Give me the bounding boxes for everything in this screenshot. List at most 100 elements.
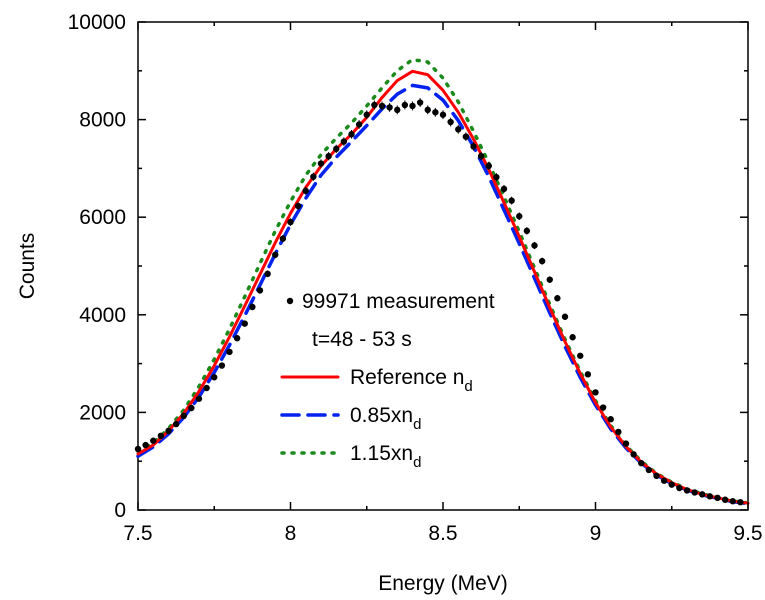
measurement-point [416, 99, 424, 106]
measurement-point [668, 481, 675, 488]
measurement-point [310, 173, 317, 180]
plot-frame [137, 21, 749, 511]
measurement-point [226, 348, 233, 356]
measurement-point [607, 416, 614, 423]
measurement-point [561, 313, 569, 320]
measurement-point [302, 187, 309, 195]
measurement-point [165, 427, 172, 435]
measurement-point [424, 106, 431, 114]
measurement-point [676, 484, 683, 492]
measurement-point [485, 162, 492, 170]
measurement-point [538, 257, 546, 265]
measurement-point [615, 428, 622, 436]
measurement-point [683, 487, 691, 494]
measurement-point [172, 420, 180, 428]
measurement-point [279, 235, 287, 242]
measurement-point [729, 498, 736, 505]
x-tick-label: 8.5 [428, 522, 457, 545]
measurement-point [592, 389, 599, 396]
measurement-point [264, 270, 271, 278]
measurement-point [211, 374, 218, 381]
measurement-point [653, 472, 660, 480]
measurement-point [599, 404, 607, 411]
measurement-point [150, 437, 157, 444]
x-tick-label: 9.5 [733, 522, 762, 545]
measurement-point [294, 202, 302, 210]
measurement-point [348, 131, 355, 138]
measurement-point [516, 213, 523, 220]
measurement-point [523, 227, 531, 235]
measurement-point [500, 185, 508, 193]
measurement-point [394, 106, 401, 114]
measurement-point [622, 440, 630, 447]
series-layer [134, 57, 750, 506]
measurement-point [188, 404, 195, 412]
measurement-point [325, 153, 332, 160]
measurement-point [195, 395, 203, 402]
measurement-point [371, 101, 378, 109]
y-tick-label: 2000 [79, 401, 126, 424]
measurement-point [470, 143, 477, 150]
series-line-reference [136, 69, 750, 505]
measurement-point [439, 111, 447, 118]
measurement-point [203, 384, 210, 392]
series-line-plus [136, 57, 750, 505]
measurement-point [142, 441, 149, 449]
measurement-point [287, 218, 294, 226]
measurement-point [584, 371, 592, 378]
measurement-point [256, 287, 264, 294]
measurement-point [432, 109, 439, 116]
legend-label-time: t=48 - 53 s [312, 328, 412, 351]
measurement-point [508, 197, 515, 204]
y-tick-label: 6000 [79, 206, 126, 229]
x-tick-label: 9 [590, 522, 602, 545]
measurement-point [638, 459, 645, 467]
measurement-point [386, 104, 393, 111]
measurement-point [134, 445, 142, 453]
legend-label-measurement: 99971 measurement [302, 290, 495, 313]
measurement-point [546, 276, 553, 283]
measurement-point [699, 491, 706, 498]
y-tick-label: 0 [114, 499, 126, 522]
measurement-point [691, 489, 698, 496]
measurement-point [554, 295, 561, 302]
measurement-point [569, 334, 576, 341]
y-tick-label: 10000 [68, 11, 126, 34]
measurement-point [378, 102, 386, 110]
legend-label-plus: 1.15xnd [350, 442, 421, 471]
measurement-point [706, 493, 714, 500]
measurement-point [721, 496, 729, 503]
measurement-point [714, 494, 721, 501]
measurement-point [355, 121, 363, 128]
measurement-point [333, 145, 340, 153]
y-tick-label: 8000 [79, 109, 126, 132]
measurement-point [340, 138, 348, 145]
measurement-point [477, 153, 485, 160]
y-tick-label: 4000 [79, 304, 126, 327]
x-tick-label: 7.5 [123, 522, 152, 545]
measurement-point [249, 303, 256, 311]
measurement-point [157, 432, 165, 440]
measurement-point [317, 160, 325, 167]
legend-label-reference: Reference nd [350, 366, 473, 395]
measurement-point [577, 352, 584, 359]
legend-marker-measurement [286, 297, 294, 305]
legend-label-minus: 0.85xnd [350, 404, 421, 433]
measurement-point [218, 362, 226, 369]
measurement-point [401, 101, 409, 109]
measurement-point [660, 477, 668, 484]
measurement-point [272, 251, 279, 258]
measurement-point [241, 320, 248, 327]
measurement-point [737, 498, 744, 506]
measurement-point [447, 118, 454, 126]
measurement-point [645, 466, 653, 474]
measurement-point [531, 242, 538, 249]
measurement-point [493, 173, 500, 181]
axes-layer: 7.5 8 8.5 9 9.5 0 2000 4000 6000 8000 10000 [68, 11, 763, 545]
x-tick-label: 8 [285, 522, 297, 545]
legend: 99971 measurement t=48 - 53 s Reference nd… [280, 290, 495, 471]
measurement-point [630, 451, 637, 458]
measurement-point [233, 335, 241, 342]
measurement-point [409, 102, 416, 110]
